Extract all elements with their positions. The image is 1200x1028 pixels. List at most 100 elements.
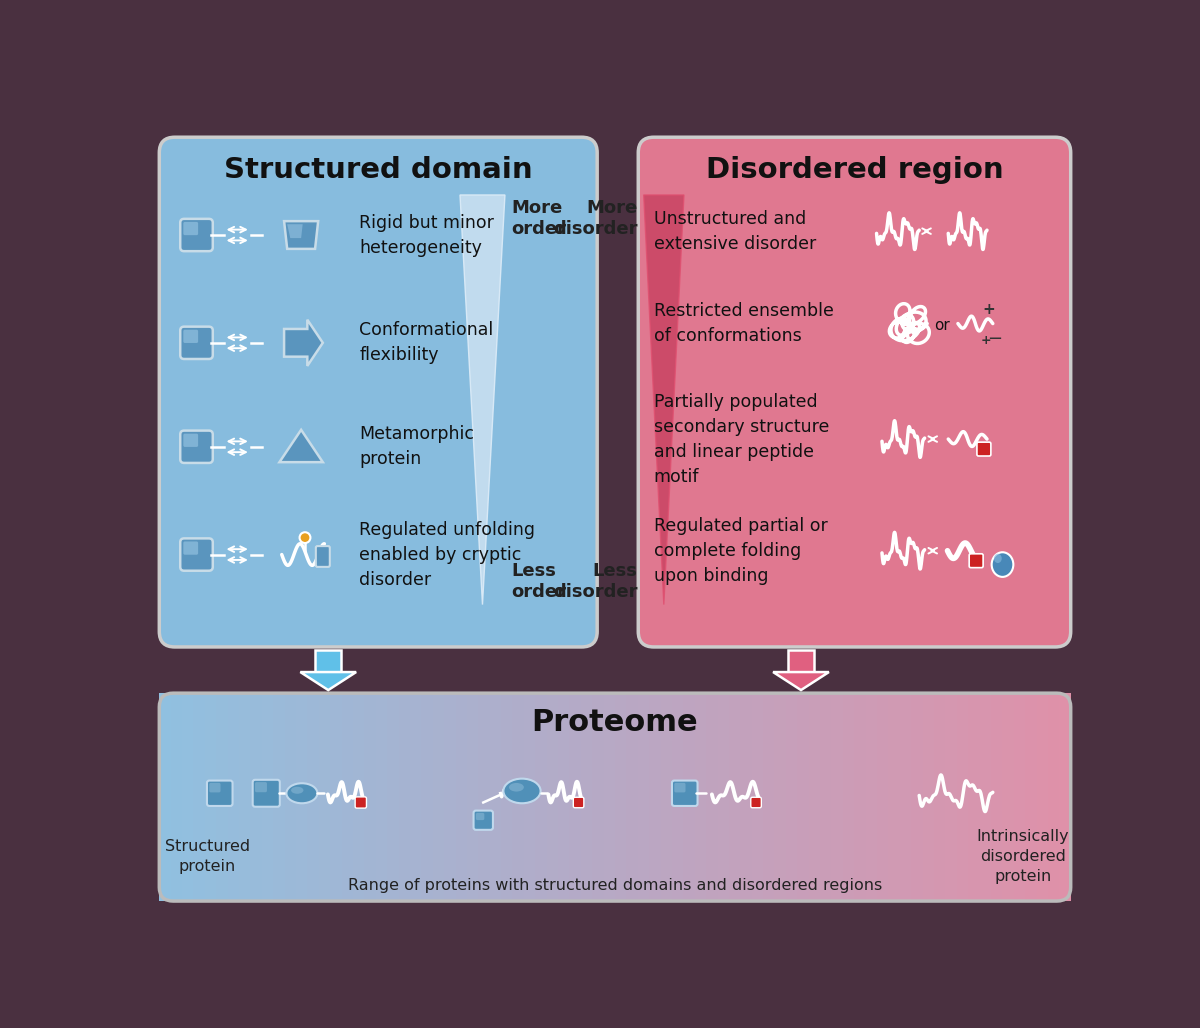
Bar [842,693,854,902]
FancyBboxPatch shape [160,137,598,647]
Text: +: + [980,334,991,347]
Bar [262,693,274,902]
Text: Restricted ensemble
of conformations: Restricted ensemble of conformations [654,302,834,345]
Bar [832,693,842,902]
Bar [877,693,888,902]
Bar [410,693,421,902]
Bar [649,693,660,902]
Bar [342,693,353,902]
Bar [296,693,307,902]
Bar [228,693,239,902]
Bar [581,693,593,902]
Bar [353,693,365,902]
Bar [991,693,1002,902]
Bar [570,693,581,902]
Bar [502,693,512,902]
Bar [616,693,626,902]
Text: More
order: More order [511,198,566,237]
Bar [774,693,786,902]
Bar [637,693,649,902]
Bar [1060,693,1070,902]
Bar [319,693,330,902]
Text: Unstructured and
extensive disorder: Unstructured and extensive disorder [654,210,816,253]
Bar [1014,693,1025,902]
FancyBboxPatch shape [574,798,584,808]
Polygon shape [287,224,302,238]
Ellipse shape [287,783,317,803]
Bar [160,693,170,902]
Bar [865,693,877,902]
Bar [934,693,946,902]
Bar [205,693,216,902]
Text: Range of proteins with structured domains and disordered regions: Range of proteins with structured domain… [348,878,882,893]
Bar [788,650,814,672]
FancyBboxPatch shape [253,780,280,807]
Text: More
disorder: More disorder [553,198,637,237]
Bar [365,693,376,902]
Bar [547,693,558,902]
Text: Conformational
flexibility: Conformational flexibility [359,322,493,364]
Bar [376,693,388,902]
Bar [660,693,672,902]
Bar [854,693,865,902]
Bar [888,693,900,902]
Text: Structured
protein: Structured protein [164,839,250,874]
Bar [512,693,524,902]
Bar [524,693,535,902]
FancyBboxPatch shape [206,780,233,806]
Text: Partially populated
secondary structure
and linear peptide
motif: Partially populated secondary structure … [654,393,829,485]
Bar [900,693,911,902]
FancyBboxPatch shape [184,434,198,447]
Bar [604,693,616,902]
Polygon shape [773,672,829,690]
FancyBboxPatch shape [672,780,697,806]
Bar [923,693,934,902]
Bar [284,693,296,902]
Bar [797,693,809,902]
Bar [433,693,444,902]
Bar [911,693,923,902]
FancyBboxPatch shape [180,431,212,463]
Polygon shape [643,195,684,604]
Bar [274,693,284,902]
Bar [763,693,774,902]
Bar [718,693,728,902]
Polygon shape [284,320,323,366]
Text: +: + [982,302,995,318]
Bar [388,693,398,902]
Bar [456,693,467,902]
Ellipse shape [504,778,541,803]
Bar [330,693,342,902]
Text: Regulated unfolding
enabled by cryptic
disorder: Regulated unfolding enabled by cryptic d… [359,520,535,589]
Bar [593,693,604,902]
Bar [626,693,637,902]
FancyBboxPatch shape [184,330,198,343]
Bar [490,693,502,902]
Bar [170,693,182,902]
Bar [216,693,228,902]
Bar [946,693,956,902]
Bar [695,693,706,902]
Bar [307,693,319,902]
FancyBboxPatch shape [977,442,991,456]
Bar [1002,693,1014,902]
Bar [672,693,683,902]
Bar [1025,693,1037,902]
Bar [979,693,991,902]
Circle shape [300,533,311,543]
FancyBboxPatch shape [355,797,366,808]
Polygon shape [280,430,323,463]
Polygon shape [300,672,356,690]
Bar [809,693,820,902]
Bar [956,693,968,902]
FancyBboxPatch shape [209,783,221,793]
Text: Less
disorder: Less disorder [553,562,637,600]
Ellipse shape [991,552,1013,577]
Bar [1037,693,1048,902]
Bar [740,693,751,902]
Ellipse shape [509,783,524,792]
Bar [251,693,262,902]
Bar [820,693,832,902]
FancyBboxPatch shape [184,222,198,235]
Bar [479,693,490,902]
